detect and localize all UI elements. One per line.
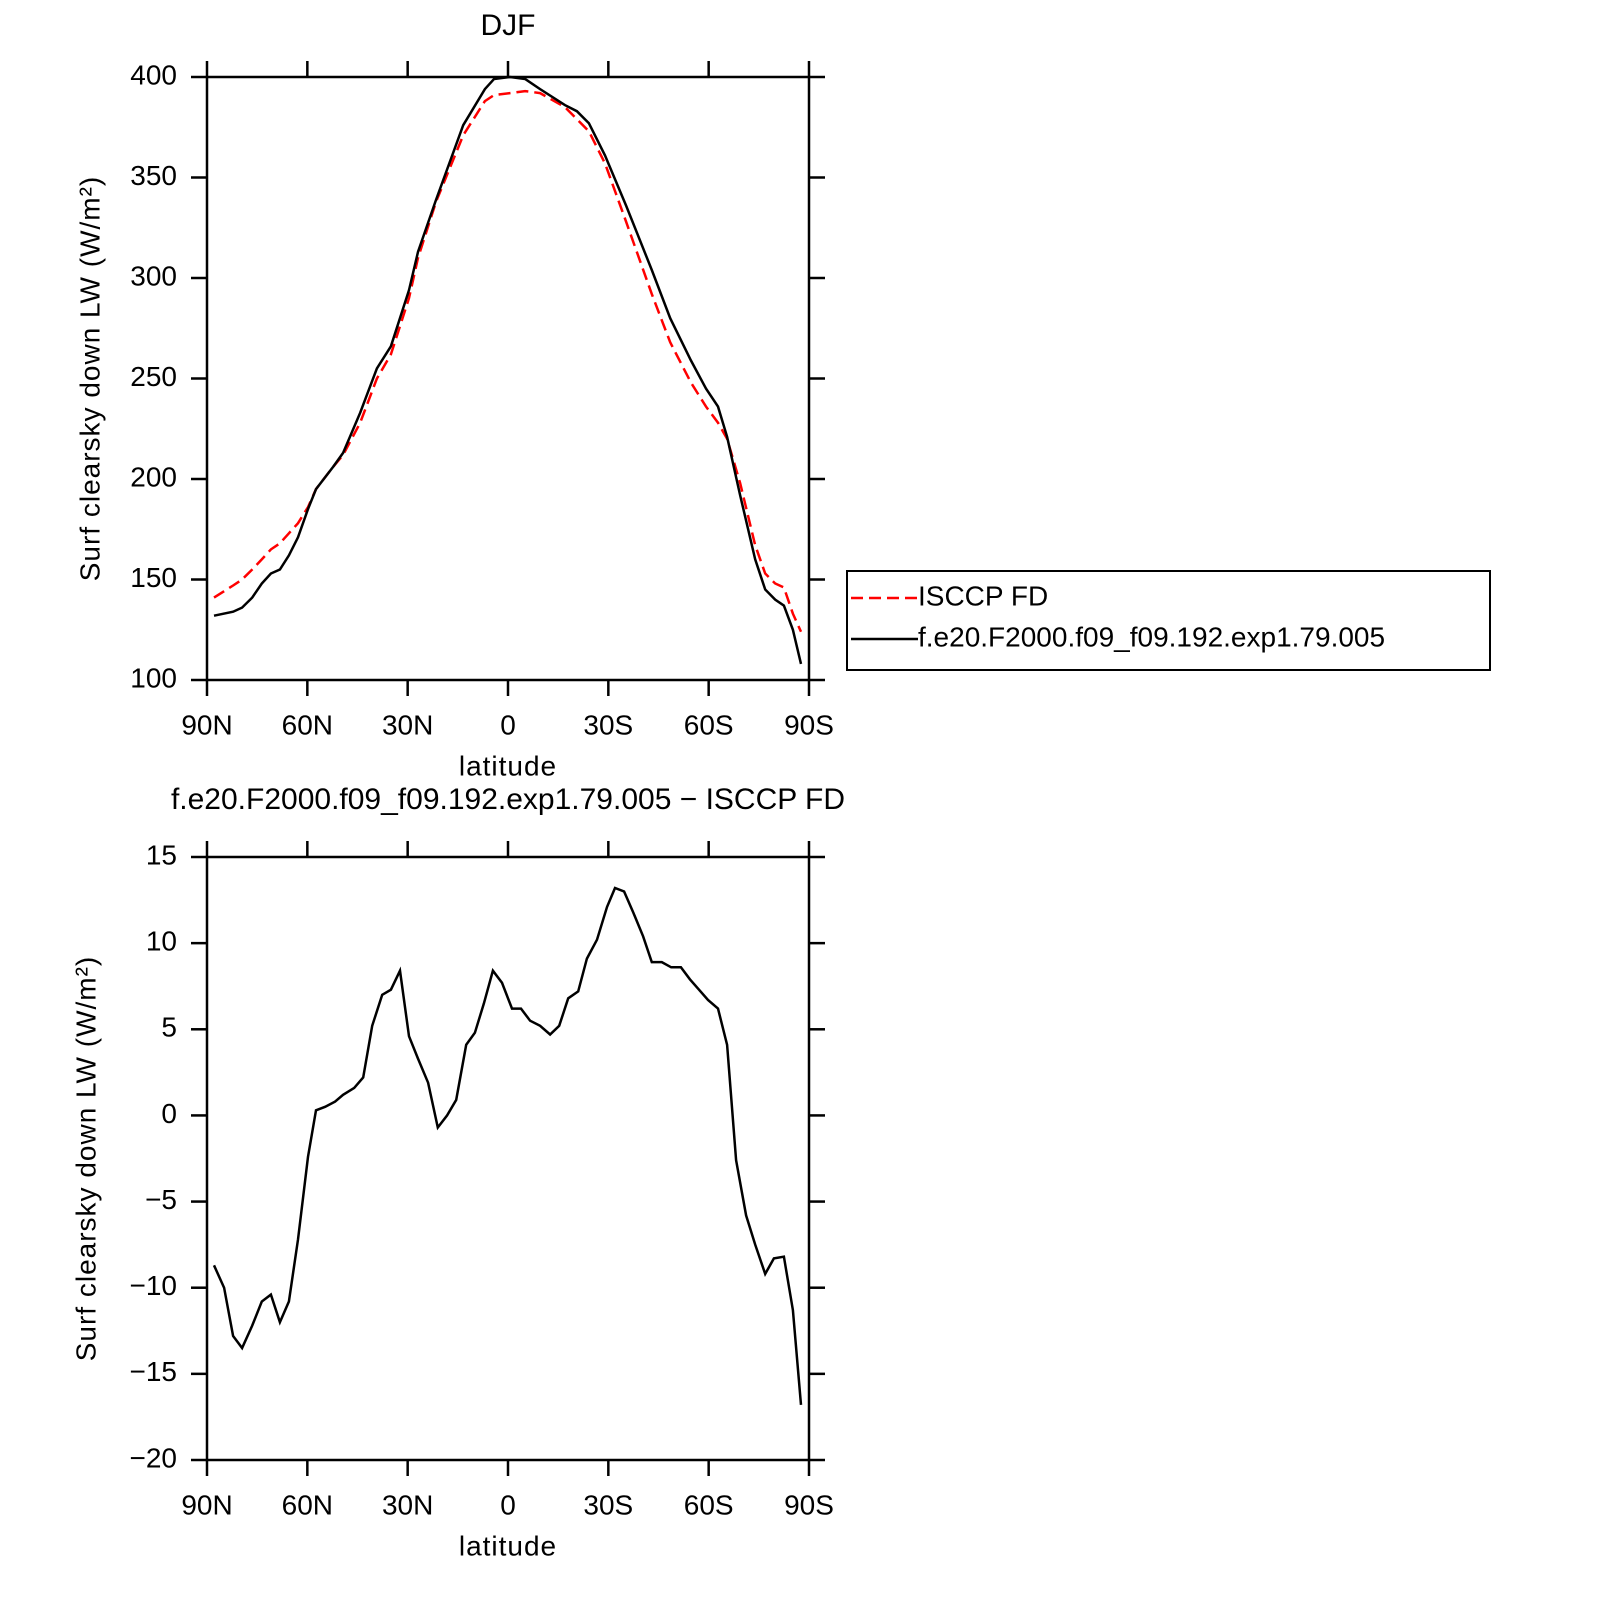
y-axis-label: Surf clearsky down LW (W/m²): [74, 176, 105, 582]
y-tick-label: 10: [146, 926, 177, 957]
x-axis-label: latitude: [459, 1530, 557, 1561]
y-axis-label: Surf clearsky down LW (W/m²): [70, 956, 101, 1362]
plot-frame: [205, 855, 811, 1462]
y-tick-label: 5: [161, 1012, 177, 1043]
x-tick-label: 30S: [583, 709, 633, 740]
y-tick-label: 300: [130, 260, 177, 291]
y-tick-label: 100: [130, 662, 177, 693]
x-axis-label: latitude: [459, 750, 557, 781]
legend-label: f.e20.F2000.f09_f09.192.exp1.79.005: [918, 621, 1385, 652]
y-tick-label: 400: [130, 59, 177, 90]
x-tick-label: 0: [500, 1489, 516, 1520]
x-tick-label: 90N: [181, 1489, 232, 1520]
y-tick-label: 15: [146, 839, 177, 870]
data-line: [212, 886, 803, 1406]
y-tick-label: −10: [130, 1270, 178, 1301]
y-tick-label: −5: [145, 1184, 177, 1215]
y-tick-label: −15: [130, 1356, 178, 1387]
x-tick-label: 30N: [382, 1489, 433, 1520]
x-tick-label: 0: [500, 709, 516, 740]
chart-title: f.e20.F2000.f09_f09.192.exp1.79.005 − IS…: [171, 783, 845, 816]
x-tick-label: 90S: [784, 1489, 834, 1520]
plot-frame: [205, 75, 811, 682]
chart-title: DJF: [481, 9, 536, 42]
x-tick-label: 60S: [684, 1489, 734, 1520]
data-line: [213, 75, 803, 665]
y-tick-label: 0: [161, 1098, 177, 1129]
y-tick-label: 250: [130, 361, 177, 392]
x-tick-label: 30N: [382, 709, 433, 740]
y-tick-label: 350: [130, 160, 177, 191]
x-tick-label: 90S: [784, 709, 834, 740]
legend-label: ISCCP FD: [918, 580, 1048, 611]
data-line: [213, 89, 803, 633]
x-tick-label: 90N: [181, 709, 232, 740]
x-tick-label: 60S: [684, 709, 734, 740]
x-tick-label: 60N: [282, 1489, 333, 1520]
y-tick-label: −20: [130, 1442, 178, 1473]
y-tick-label: 150: [130, 562, 177, 593]
legend-box: [846, 570, 1491, 671]
x-tick-label: 60N: [282, 709, 333, 740]
y-tick-label: 200: [130, 461, 177, 492]
x-tick-label: 30S: [583, 1489, 633, 1520]
